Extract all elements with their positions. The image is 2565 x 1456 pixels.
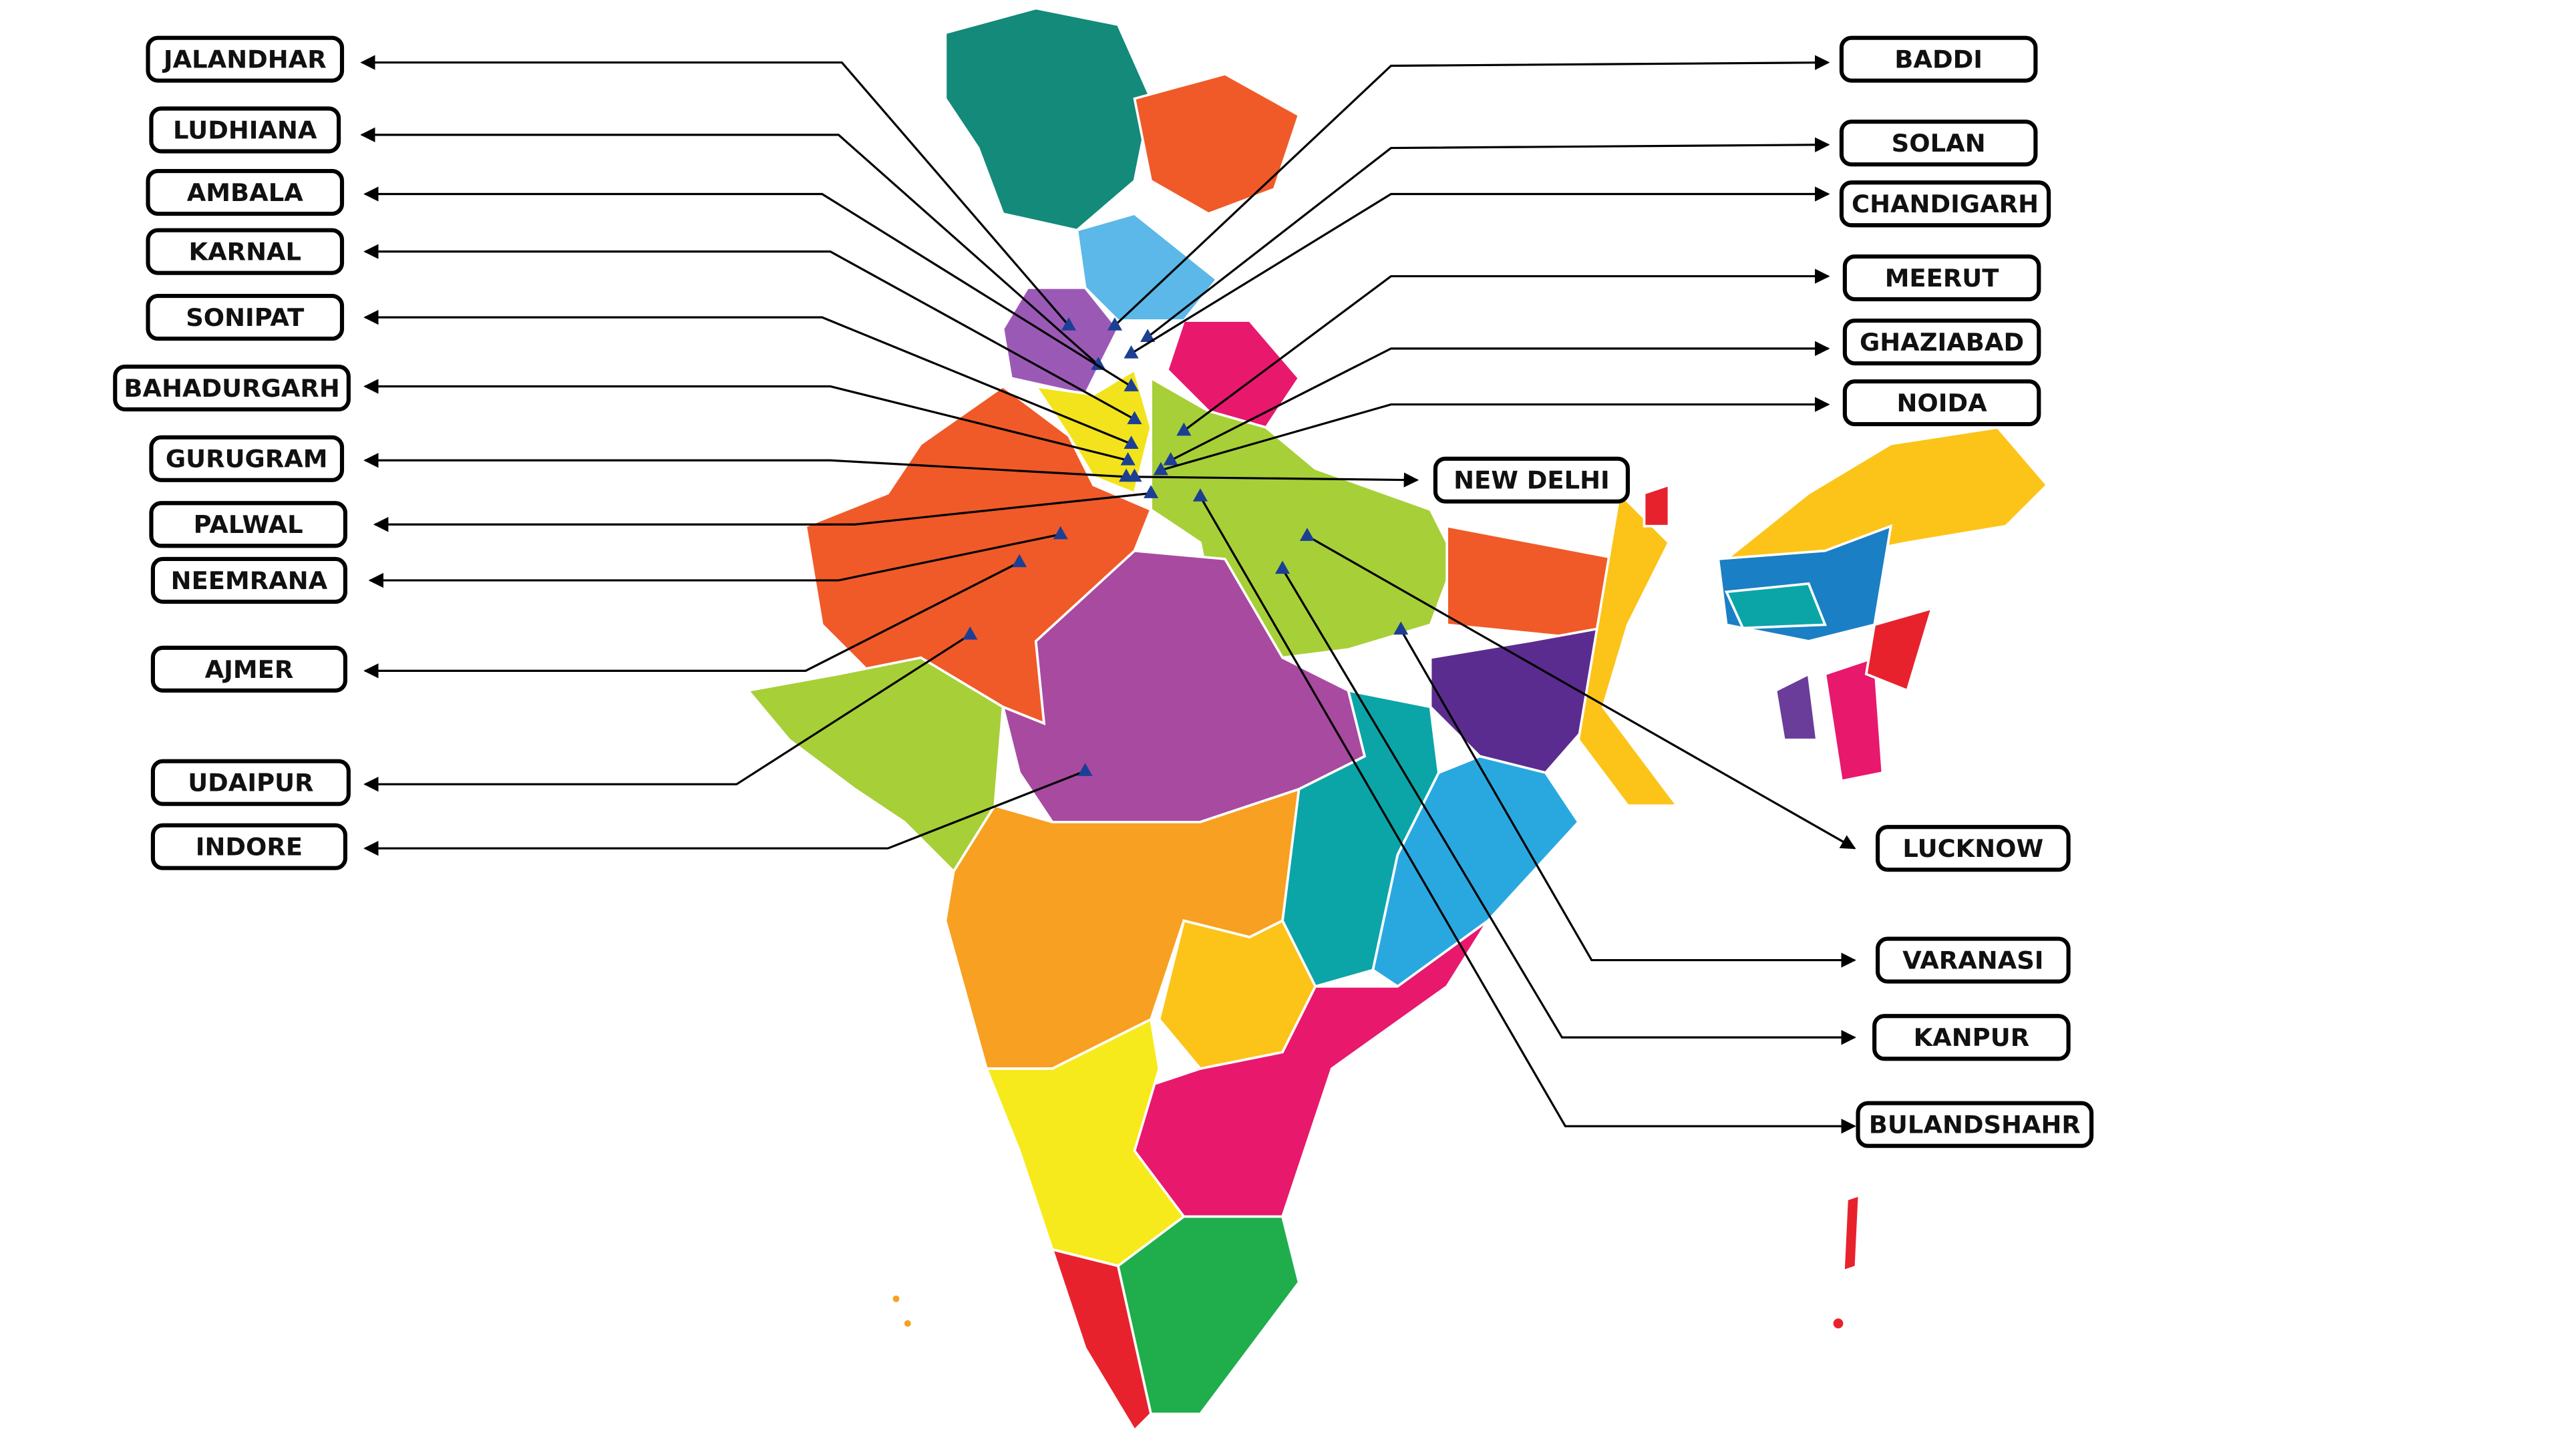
location-marker — [1091, 357, 1106, 370]
label-box — [150, 823, 347, 870]
label-box — [150, 759, 351, 806]
city-label: GHAZIABAD — [1860, 328, 2024, 357]
label-box — [149, 501, 347, 548]
city-label: KANPUR — [1914, 1023, 2030, 1052]
label-box — [1876, 936, 2071, 984]
city-label: GURUGRAM — [166, 445, 328, 474]
label-box — [1839, 180, 2051, 228]
label-box — [1872, 1014, 2071, 1061]
location-marker — [1061, 317, 1077, 331]
pointer-arrow — [363, 770, 1086, 856]
pointer-arrow — [363, 379, 1129, 462]
city-label: BULANDSHAHR — [1869, 1111, 2081, 1139]
city-label: NEW DELHI — [1454, 466, 1610, 495]
label-box — [150, 556, 347, 604]
location-marker — [1144, 485, 1159, 498]
city-label: AMBALA — [187, 178, 303, 207]
pointer-arrow — [363, 561, 1020, 679]
label-box — [146, 228, 345, 275]
label-box — [149, 106, 341, 154]
pointer-arrow — [363, 633, 971, 792]
location-marker — [1124, 435, 1139, 449]
location-marker — [1393, 621, 1409, 635]
pointer-arrow — [360, 55, 1070, 327]
city-label: SOLAN — [1892, 129, 1986, 158]
label-box — [1839, 35, 2038, 83]
location-marker — [1077, 763, 1093, 776]
city-label: INDORE — [196, 833, 303, 862]
city-label: VARANASI — [1902, 946, 2043, 975]
location-marker — [963, 626, 978, 640]
states — [745, 7, 2049, 1433]
city-label: NOIDA — [1896, 389, 1987, 417]
label-box — [113, 364, 351, 412]
label-box — [1842, 379, 2041, 427]
location-marker — [1053, 526, 1068, 540]
pointer-arrow — [363, 309, 1132, 445]
label-box — [1842, 254, 2041, 302]
city-label: BAHADURGARH — [124, 374, 339, 403]
location-marker — [1192, 488, 1208, 502]
city-label: CHANDIGARH — [1852, 190, 2039, 218]
location-marker — [1176, 422, 1192, 436]
pointer-arrow — [363, 186, 1132, 387]
city-label: BADDI — [1894, 45, 1983, 74]
location-marker — [1140, 329, 1156, 343]
city-label: NEEMRANA — [171, 566, 328, 595]
location-marker — [1124, 378, 1139, 391]
city-label: KARNAL — [188, 238, 301, 266]
city-label: SONIPAT — [186, 303, 304, 332]
location-marker — [1120, 451, 1136, 466]
pointer-arrow — [363, 453, 1127, 478]
pointer-arrow — [1114, 55, 1830, 327]
pointer-arrow — [373, 492, 1152, 532]
location-marker — [1163, 451, 1178, 466]
label-box — [146, 168, 345, 216]
pointer-arrow — [1183, 268, 1830, 432]
pointer-arrow — [1281, 568, 1856, 1045]
location-marker — [1127, 468, 1142, 482]
location-marker — [1124, 345, 1139, 359]
label-box — [149, 435, 345, 482]
city-label: LUDHIANA — [173, 116, 317, 144]
pointer-arrow — [1399, 629, 1856, 968]
labels: JALANDHAR LUDHIANA AMBALA KARNAL SONIPAT BAHA… — [113, 35, 2094, 1148]
label-box — [1433, 456, 1630, 504]
location-marker — [1274, 560, 1291, 574]
city-label: AJMER — [205, 655, 294, 684]
pointer-arrow — [1199, 496, 1856, 1134]
city-label: UDAIPUR — [188, 769, 313, 797]
location-marker — [1127, 411, 1142, 425]
pointer-arrow — [1130, 186, 1830, 355]
label-box — [150, 645, 347, 693]
label-box — [146, 35, 345, 83]
location-marker — [1012, 554, 1027, 568]
label-box — [1856, 1101, 2094, 1148]
label-box — [146, 294, 345, 341]
label-box — [1876, 825, 2071, 872]
pointer-arrow — [363, 244, 1136, 421]
city-label: JALANDHAR — [162, 45, 327, 74]
location-marker — [1299, 528, 1315, 541]
pointer-arrow — [1134, 472, 1419, 488]
pointer-arrow — [1307, 535, 1856, 850]
label-box — [1842, 318, 2041, 366]
pointer-arrow — [1147, 137, 1830, 338]
label-box — [1839, 120, 2038, 167]
city-label: MEERUT — [1885, 264, 1999, 293]
pointer-arrow — [1170, 341, 1830, 462]
pointer-arrow — [1160, 397, 1830, 472]
pointer-arrow — [368, 533, 1061, 588]
location-marker — [1153, 462, 1168, 476]
location-marker — [1107, 317, 1122, 331]
city-label: LUCKNOW — [1902, 834, 2043, 863]
city-label: PALWAL — [194, 510, 303, 539]
pointer-arrow — [360, 127, 1099, 366]
